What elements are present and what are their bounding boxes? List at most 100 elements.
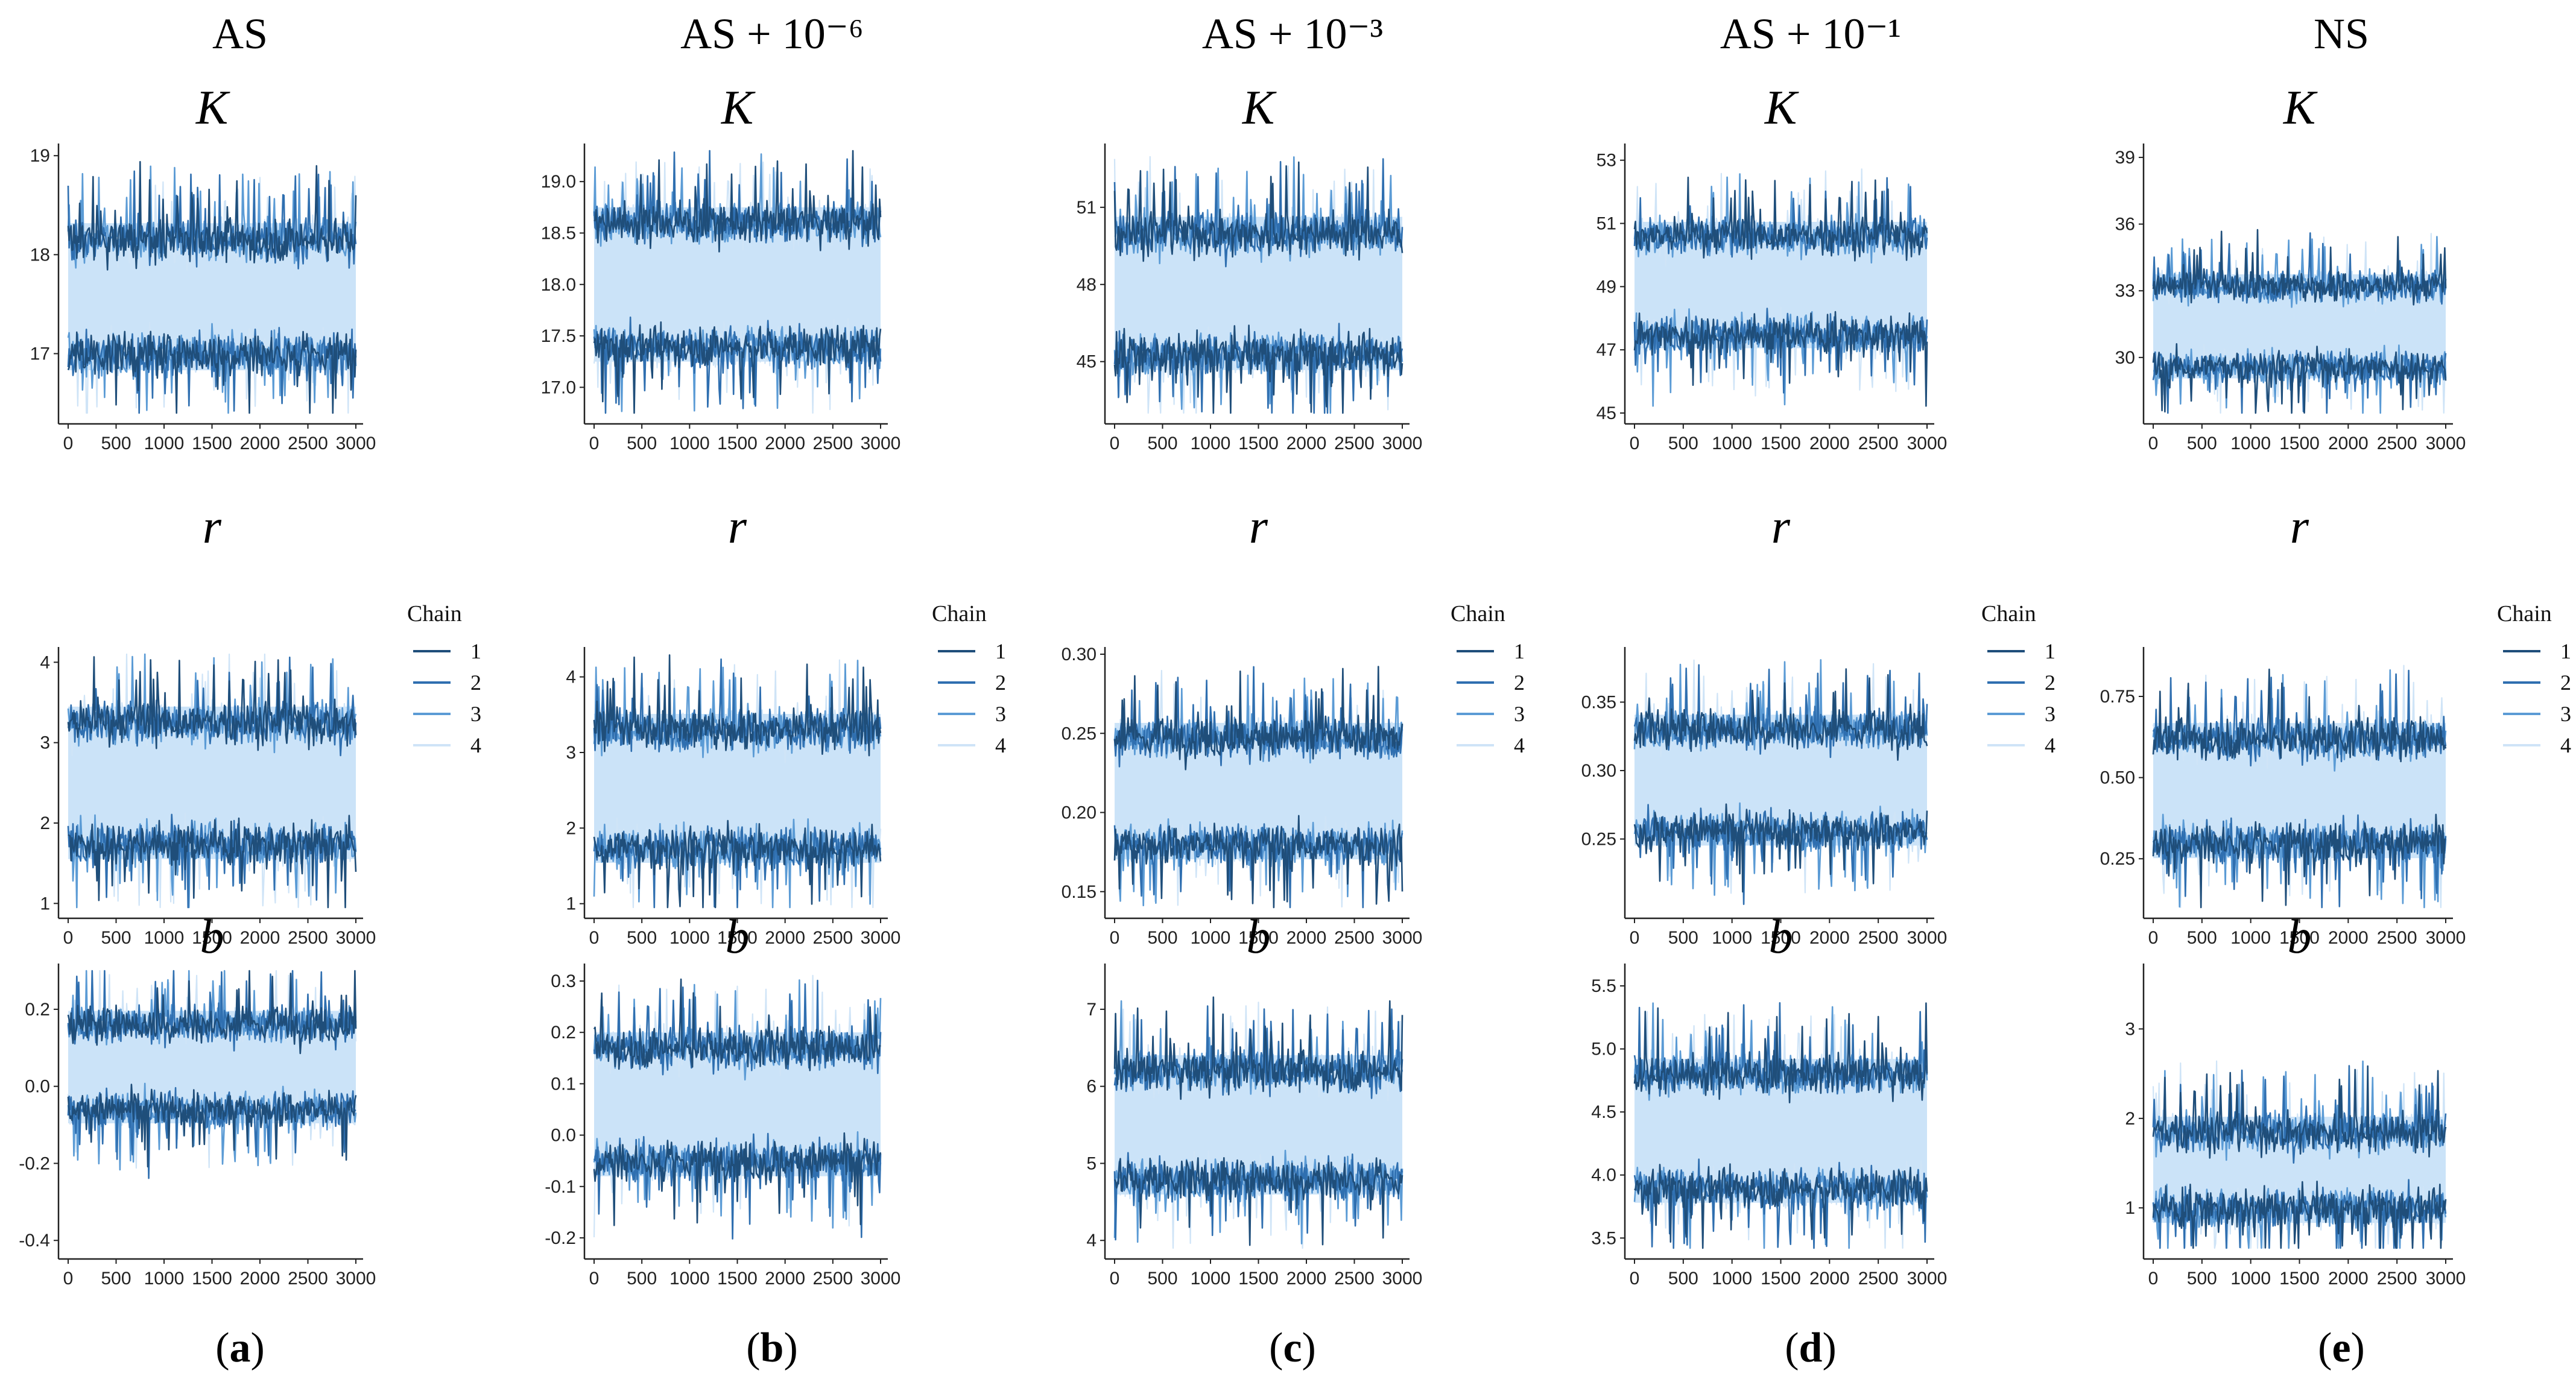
legend-label-chain-3: 3 <box>1514 702 1525 726</box>
panel-0-b: b -0.4 -0.2 0.0 0.2 0 500 1000 1500 2000 2500 3000 <box>19 910 376 1289</box>
panel-2-r: r 0.15 0.20 0.25 0.30 0 500 1000 1500 2000 2500 300… <box>1062 500 1423 948</box>
x-tick-label: 1000 <box>669 434 710 453</box>
x-tick-label: 3000 <box>2426 928 2466 948</box>
legend-label-chain-4: 4 <box>1514 733 1525 757</box>
chain-1-trace <box>1113 161 1404 262</box>
legend-label-chain-4: 4 <box>995 733 1006 757</box>
x-tick-label: 0 <box>2148 928 2159 948</box>
y-tick-label: 3 <box>40 733 50 753</box>
x-tick-label: 2500 <box>812 1269 853 1289</box>
x-tick-label: 500 <box>1668 928 1698 948</box>
x-tick-label: 2500 <box>812 434 853 453</box>
y-tick-label: 0.75 <box>2100 687 2135 707</box>
x-tick-label: 1500 <box>1761 434 1801 453</box>
x-tick-label: 1000 <box>1712 928 1752 948</box>
y-tick-label: 0.3 <box>551 971 576 991</box>
legend-label-chain-2: 2 <box>995 670 1006 695</box>
panel-1-b: b -0.2 -0.1 0.0 0.1 0.2 0.3 0 500 1000 1500 2000 250… <box>545 910 900 1289</box>
x-tick-label: 3000 <box>1382 928 1423 948</box>
x-tick-label: 3000 <box>336 434 376 453</box>
y-tick-label: 19.0 <box>541 172 576 192</box>
y-tick-label: 6 <box>1086 1077 1097 1097</box>
chain-1-trace <box>67 656 357 751</box>
panel-0-r: r 1 2 3 4 0 500 1000 1500 2000 2500 3000 <box>40 500 376 948</box>
column-title: AS + 10⁻⁶ <box>680 10 864 58</box>
x-tick-label: 3000 <box>861 928 901 948</box>
x-tick-label: 1500 <box>2279 928 2320 948</box>
x-tick-label: 1500 <box>1761 1269 1801 1289</box>
panel-sublabel: (b) <box>746 1325 798 1371</box>
chain-1-trace <box>2152 668 2447 763</box>
x-tick-label: 500 <box>101 434 131 453</box>
y-tick-label: 4 <box>566 667 576 687</box>
y-tick-label: 7 <box>1086 1000 1097 1020</box>
y-tick-label: 0.25 <box>1062 724 1097 743</box>
x-tick-label: 1000 <box>2230 928 2271 948</box>
x-tick-label: 3000 <box>336 928 376 948</box>
chain-1-trace <box>2152 229 2447 306</box>
parameter-title: b <box>726 910 750 964</box>
chain-1-trace <box>1113 815 1404 909</box>
x-tick-label: 2500 <box>1858 434 1899 453</box>
y-tick-label: 18 <box>30 245 50 265</box>
x-tick-label: 500 <box>1147 434 1177 453</box>
x-tick-label: 0 <box>63 928 74 948</box>
y-tick-label: 3 <box>566 743 576 763</box>
chain-1-trace <box>593 321 882 414</box>
x-tick-label: 0 <box>63 434 74 453</box>
y-tick-label: 0.15 <box>1062 882 1097 902</box>
parameter-title: K <box>2283 81 2318 134</box>
y-tick-label: 0.50 <box>2100 768 2135 788</box>
y-tick-label: 5 <box>1086 1153 1097 1173</box>
x-tick-label: 3000 <box>2426 1269 2466 1289</box>
x-tick-label: 0 <box>589 434 600 453</box>
x-tick-label: 0 <box>2148 434 2159 453</box>
x-tick-label: 2000 <box>1809 928 1850 948</box>
legend-label-chain-2: 2 <box>1514 670 1525 695</box>
chain-1-trace <box>67 1084 357 1168</box>
chain-3-trace <box>68 814 357 909</box>
y-tick-label: 36 <box>2115 215 2135 235</box>
y-tick-label: 0.30 <box>1062 645 1097 664</box>
y-tick-label: 17.5 <box>541 326 576 346</box>
y-tick-label: 4 <box>1086 1231 1097 1251</box>
legend-label-chain-3: 3 <box>2560 702 2571 726</box>
x-tick-label: 0 <box>2148 1269 2159 1289</box>
x-tick-label: 2500 <box>288 928 328 948</box>
x-tick-label: 1500 <box>1238 928 1279 948</box>
panel-2-K: K 45 48 51 0 500 1000 1500 2000 2500 3000 <box>1077 81 1423 453</box>
x-tick-label: 3000 <box>1382 434 1423 453</box>
x-tick-label: 3000 <box>1382 1269 1423 1289</box>
parameter-title: r <box>1771 500 1791 554</box>
panel-4-K: K 30 33 36 39 0 500 1000 1500 2000 2500 3000 <box>2115 81 2466 453</box>
x-tick-label: 3000 <box>1907 434 1948 453</box>
chain-legend: Chain 1 2 3 4 <box>932 601 1006 757</box>
chain-legend: Chain 1 2 3 4 <box>1451 601 1525 757</box>
legend-label-chain-2: 2 <box>2045 670 2055 695</box>
parameter-title: r <box>2290 500 2309 554</box>
legend-label-chain-1: 1 <box>2560 639 2571 663</box>
y-tick-label: 0.35 <box>1581 692 1616 712</box>
chain-2-trace <box>1633 664 1928 759</box>
x-tick-label: 500 <box>101 1269 131 1289</box>
x-tick-label: 0 <box>1110 928 1120 948</box>
parameter-title: K <box>1764 81 1799 134</box>
x-tick-label: 2000 <box>240 434 280 453</box>
legend-label-chain-4: 4 <box>2560 733 2571 757</box>
chain-1-trace <box>593 1132 882 1226</box>
x-tick-label: 0 <box>589 928 600 948</box>
y-tick-label: 0.25 <box>2100 849 2135 869</box>
legend-label-chain-3: 3 <box>2045 702 2055 726</box>
x-tick-label: 1500 <box>717 928 758 948</box>
x-tick-label: 1000 <box>669 1269 710 1289</box>
panel-sublabels: (a) (b) (c) (d) (e) <box>215 1325 2365 1371</box>
chain-2-trace <box>67 327 357 414</box>
panel-sublabel: (a) <box>215 1325 265 1371</box>
chain-1-trace <box>1633 176 1928 262</box>
legend-label-chain-3: 3 <box>995 702 1006 726</box>
chain-1-trace <box>1633 311 1928 407</box>
x-tick-label: 500 <box>2187 434 2217 453</box>
legend-label-chain-1: 1 <box>470 639 481 663</box>
x-tick-label: 500 <box>627 1269 657 1289</box>
